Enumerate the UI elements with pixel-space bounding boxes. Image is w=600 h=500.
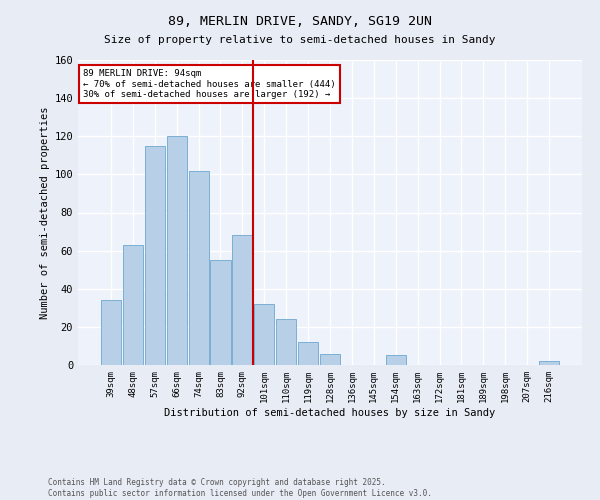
- Text: 89, MERLIN DRIVE, SANDY, SG19 2UN: 89, MERLIN DRIVE, SANDY, SG19 2UN: [168, 15, 432, 28]
- Bar: [211, 260, 230, 365]
- Text: 89 MERLIN DRIVE: 94sqm
← 70% of semi-detached houses are smaller (444)
30% of se: 89 MERLIN DRIVE: 94sqm ← 70% of semi-det…: [83, 69, 335, 99]
- Bar: [254, 304, 274, 365]
- Bar: [167, 136, 187, 365]
- Bar: [232, 236, 253, 365]
- Bar: [320, 354, 340, 365]
- Text: Size of property relative to semi-detached houses in Sandy: Size of property relative to semi-detach…: [104, 35, 496, 45]
- Bar: [145, 146, 165, 365]
- X-axis label: Distribution of semi-detached houses by size in Sandy: Distribution of semi-detached houses by …: [164, 408, 496, 418]
- Bar: [298, 342, 318, 365]
- Bar: [386, 356, 406, 365]
- Y-axis label: Number of semi-detached properties: Number of semi-detached properties: [40, 106, 50, 319]
- Bar: [539, 361, 559, 365]
- Bar: [101, 300, 121, 365]
- Bar: [276, 320, 296, 365]
- Bar: [188, 170, 209, 365]
- Bar: [123, 245, 143, 365]
- Text: Contains HM Land Registry data © Crown copyright and database right 2025.
Contai: Contains HM Land Registry data © Crown c…: [48, 478, 432, 498]
